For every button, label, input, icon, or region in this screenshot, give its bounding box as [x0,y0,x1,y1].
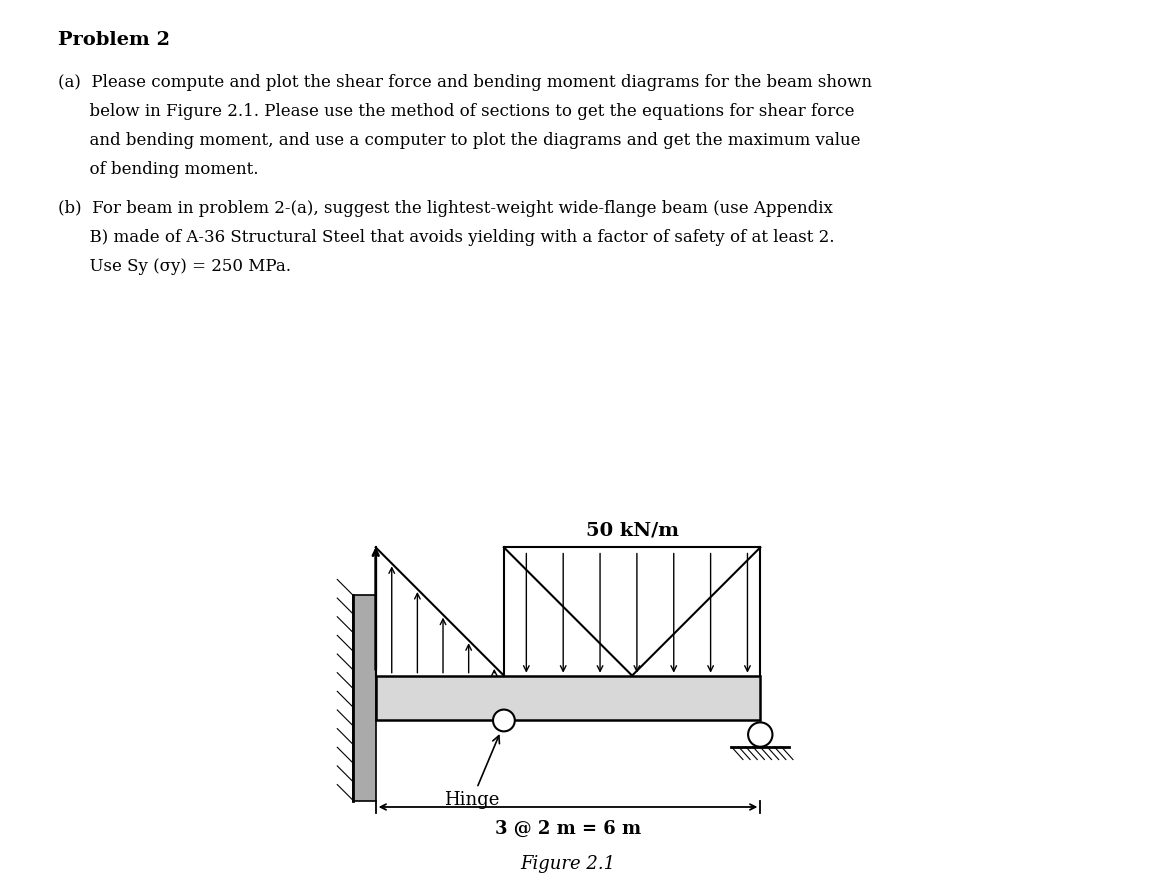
Text: 50 kN/m: 50 kN/m [585,522,679,540]
Bar [376,676,760,720]
Text: B) made of A-36 Structural Steel that avoids yielding with a factor of safety of: B) made of A-36 Structural Steel that av… [58,229,835,246]
Circle shape [748,723,773,746]
Circle shape [494,710,514,732]
Text: below in Figure 2.1. Please use the method of sections to get the equations for : below in Figure 2.1. Please use the meth… [58,103,854,120]
Text: (b)  For beam in problem 2-(a), suggest the lightest-weight wide-flange beam (us: (b) For beam in problem 2-(a), suggest t… [58,200,833,217]
Text: of bending moment.: of bending moment. [58,161,258,177]
Bar [354,595,376,801]
Text: Hinge: Hinge [445,736,499,809]
Text: Problem 2: Problem 2 [58,31,170,49]
Text: 3 @ 2 m = 6 m: 3 @ 2 m = 6 m [495,820,641,838]
Text: (a)  Please compute and plot the shear force and bending moment diagrams for the: (a) Please compute and plot the shear fo… [58,74,872,91]
Text: and bending moment, and use a computer to plot the diagrams and get the maximum : and bending moment, and use a computer t… [58,132,860,149]
Text: Use Sy (σy) = 250 MPa.: Use Sy (σy) = 250 MPa. [58,258,291,274]
Text: Figure 2.1: Figure 2.1 [520,855,616,873]
